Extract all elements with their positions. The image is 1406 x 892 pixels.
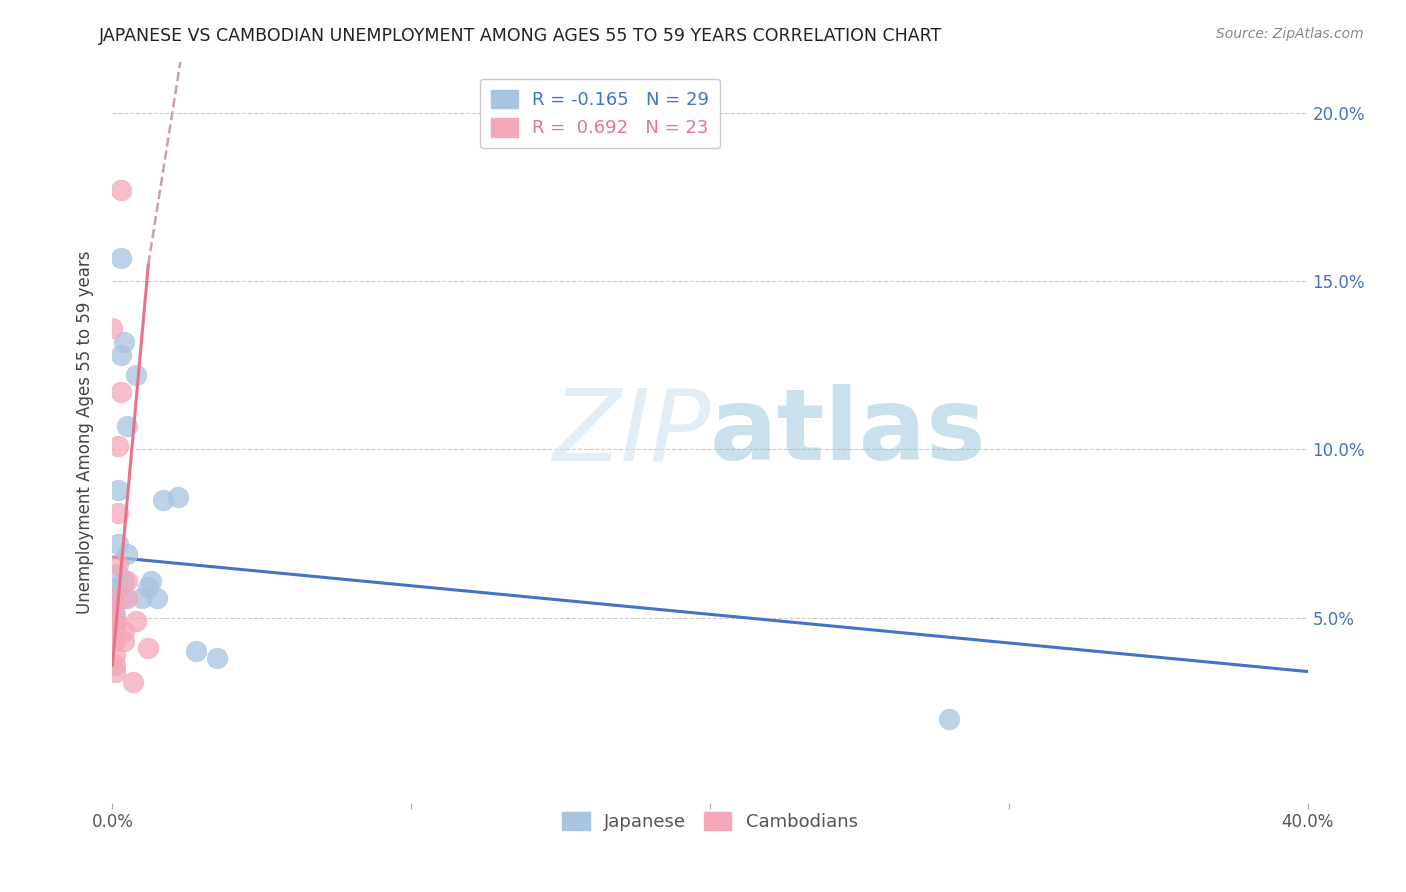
Point (107, 536, 129, 550)
Point (110, 183, 132, 197)
Point (138, 581, 160, 595)
Y-axis label: Unemployment Among Ages 55 to 59 years: Unemployment Among Ages 55 to 59 years (76, 251, 94, 615)
Point (152, 492, 174, 507)
Point (186, 644, 208, 658)
Text: Source: ZipAtlas.com: Source: ZipAtlas.com (1216, 27, 1364, 41)
Point (104, 665, 127, 679)
Point (104, 657, 127, 672)
Legend: Japanese, Cambodians: Japanese, Cambodians (555, 805, 865, 838)
Point (110, 348, 132, 362)
Point (114, 574, 135, 588)
Point (107, 581, 129, 595)
Point (141, 574, 163, 588)
Point (117, 547, 139, 561)
Point (101, 604, 124, 618)
Point (101, 587, 124, 601)
Point (131, 591, 153, 605)
Text: JAPANESE VS CAMBODIAN UNEMPLOYMENT AMONG AGES 55 TO 59 YEARS CORRELATION CHART: JAPANESE VS CAMBODIAN UNEMPLOYMENT AMONG… (98, 27, 942, 45)
Point (114, 634, 135, 648)
Point (107, 483, 129, 497)
Point (101, 610, 124, 624)
Point (117, 591, 139, 605)
Text: atlas: atlas (710, 384, 987, 481)
Point (205, 651, 228, 665)
Point (107, 439, 129, 453)
Point (104, 597, 127, 611)
Point (938, 712, 960, 726)
Point (104, 610, 127, 624)
Point (101, 610, 124, 624)
Point (146, 591, 169, 605)
Point (167, 490, 190, 504)
Point (114, 334, 135, 349)
Point (122, 674, 145, 689)
Point (138, 640, 160, 655)
Point (110, 385, 132, 400)
Point (110, 251, 132, 265)
Point (104, 634, 127, 648)
Point (125, 368, 148, 383)
Point (104, 648, 127, 662)
Point (125, 614, 148, 628)
Point (114, 591, 135, 605)
Point (104, 607, 127, 622)
Text: ZIP: ZIP (551, 384, 710, 481)
Point (107, 507, 129, 521)
Point (101, 321, 124, 335)
Point (104, 614, 127, 628)
Point (117, 418, 139, 433)
Point (117, 574, 139, 588)
Point (114, 624, 135, 639)
Point (104, 617, 127, 632)
Point (101, 617, 124, 632)
Point (101, 624, 124, 639)
Point (107, 557, 129, 571)
Point (101, 591, 124, 605)
Point (104, 631, 127, 645)
Point (107, 566, 129, 581)
Point (104, 621, 127, 635)
